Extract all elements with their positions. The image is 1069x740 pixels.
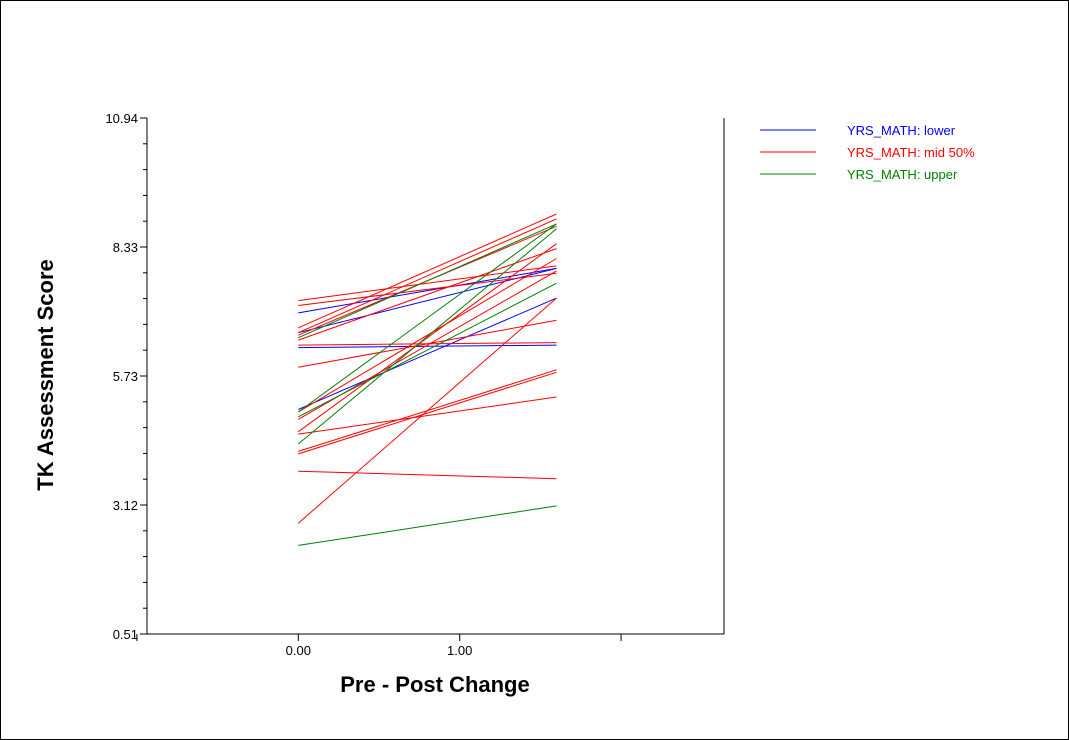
series-1-line-10 [298,396,557,435]
series-1-line-0 [298,265,557,302]
series-1-line-1 [298,272,557,306]
legend-label: YRS_MATH: lower [847,123,956,138]
series-1-line-13 [298,470,557,480]
x-tick-label: 1.00 [447,643,472,658]
series-1-line-2 [298,213,557,329]
series-2-line-1 [298,223,557,413]
series-1-line-5 [298,248,557,341]
plot-lines [297,213,557,546]
y-tick-label: 8.33 [113,240,138,255]
y-tick-label: 10.94 [105,111,138,126]
legend: YRS_MATH: lower YRS_MATH: mid 50% YRS_MATH… [760,123,975,182]
x-tick-label: 0.00 [286,643,311,658]
series-1-line-3 [298,218,557,334]
series-1-line-7 [298,319,557,368]
y-tick-label: 5.73 [113,369,138,384]
legend-label: YRS_MATH: upper [847,167,958,182]
legend-label: YRS_MATH: mid 50% [847,145,975,160]
series-2-line-0 [298,223,557,339]
series-2-line-3 [297,228,557,445]
y-ticks: 10.94 8.33 5.73 3.12 0.51 [105,111,147,642]
series-1-line-14 [297,297,557,524]
series-2-line-2 [298,282,557,418]
y-tick-label: 0.51 [113,627,138,642]
series-1-line-15 [298,243,557,433]
series-0-line-1 [298,344,557,349]
series-0-line-2 [298,297,557,410]
axes [146,118,725,635]
x-ticks: 0.00 1.00 [136,634,622,658]
series-1-line-12 [298,371,557,455]
series-1-line-8 [298,258,557,413]
series-2-line-4 [298,505,557,546]
x-axis-title: Pre - Post Change [340,672,529,697]
y-axis-title: TK Assessment Score [33,259,58,491]
y-tick-label: 3.12 [113,498,138,513]
series-0-line-0 [298,267,557,314]
